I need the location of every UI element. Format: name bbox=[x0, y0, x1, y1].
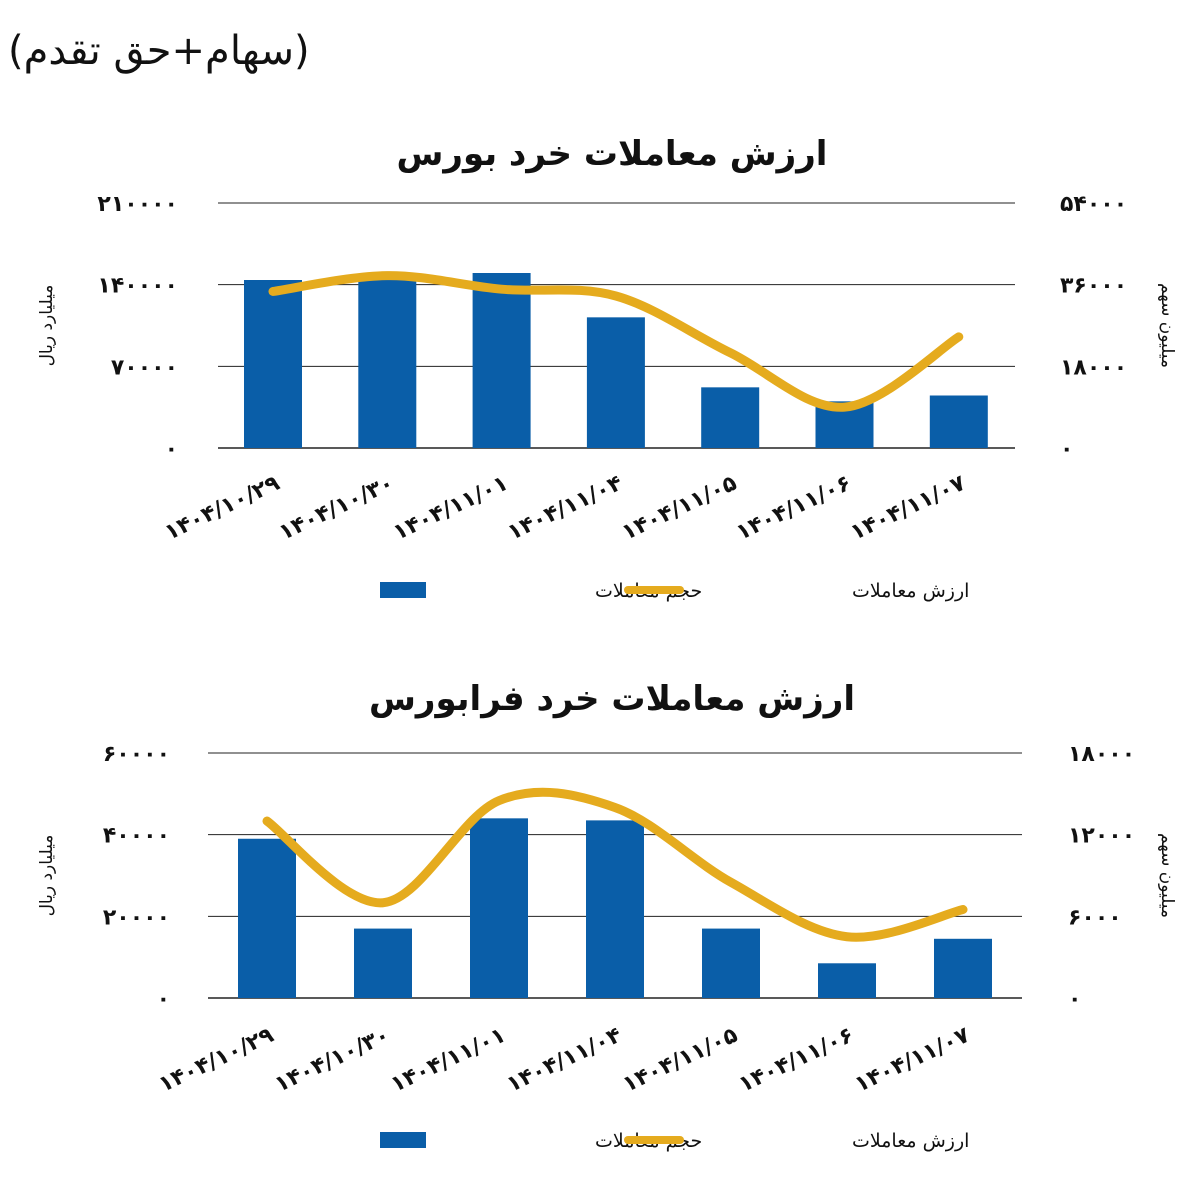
right-tick-label: ۳۶۰۰۰ bbox=[1060, 274, 1127, 299]
bar bbox=[586, 317, 645, 448]
right-tick-label: ۰ bbox=[1068, 987, 1081, 1012]
bar bbox=[701, 387, 760, 448]
left-tick-label: ۲۱۰۰۰۰ bbox=[97, 192, 178, 217]
right-tick-label: ۱۲۰۰۰ bbox=[1068, 824, 1135, 849]
legend-label-line: ارزش معاملات bbox=[852, 580, 969, 602]
category-label: ۱۴۰۴/۱۱/۰۴ bbox=[503, 1023, 625, 1098]
left-tick-label: ۰ bbox=[165, 437, 178, 462]
left-tick-label: ۰ bbox=[157, 987, 170, 1012]
chart-title: ارزش معاملات خرد بورس bbox=[397, 134, 828, 174]
page-subtitle: (سهام+حق تقدم) bbox=[8, 28, 310, 74]
right-axis-title: میلیون سهم bbox=[1157, 833, 1177, 918]
bar bbox=[238, 838, 296, 998]
bar bbox=[358, 280, 417, 448]
category-label: ۱۴۰۴/۱۱/۰۵ bbox=[619, 1023, 741, 1098]
left-tick-label: ۷۰۰۰۰ bbox=[111, 355, 178, 380]
legend-label-line: ارزش معاملات bbox=[852, 1130, 969, 1152]
bar bbox=[354, 928, 412, 998]
legend-swatch-bar bbox=[380, 1132, 426, 1148]
legend-swatch-bar bbox=[380, 582, 426, 598]
right-axis-title: میلیون سهم bbox=[1157, 283, 1177, 368]
category-label: ۱۴۰۴/۱۱/۰۱ bbox=[387, 1023, 509, 1098]
left-tick-label: ۱۴۰۰۰۰ bbox=[97, 274, 178, 299]
bar bbox=[702, 928, 760, 998]
chart-bourse: ارزش معاملات خرد بورس ۰ ۷۰۰۰۰ ۱۴۰۰۰۰ ۲۱۰۰۰۰ ۰… bbox=[37, 134, 1177, 602]
category-label: ۱۴۰۴/۱۱/۰۷ bbox=[851, 1023, 974, 1098]
left-axis-title: میلیارد ریال bbox=[37, 285, 57, 367]
bar bbox=[472, 273, 531, 448]
right-tick-label: ۱۸۰۰۰ bbox=[1060, 355, 1127, 380]
right-tick-label: ۱۸۰۰۰ bbox=[1068, 742, 1135, 767]
bar bbox=[586, 820, 644, 998]
left-tick-label: ۴۰۰۰۰ bbox=[103, 824, 170, 849]
chart-title: ارزش معاملات خرد فرابورس bbox=[369, 679, 855, 719]
bar bbox=[929, 395, 988, 448]
left-tick-label: ۶۰۰۰۰ bbox=[103, 742, 170, 767]
left-axis-title: میلیارد ریال bbox=[37, 835, 57, 917]
bar bbox=[818, 963, 876, 998]
right-tick-label: ۰ bbox=[1060, 437, 1073, 462]
category-label: ۱۴۰۴/۱۱/۰۶ bbox=[735, 1023, 857, 1098]
right-tick-label: ۵۴۰۰۰ bbox=[1060, 192, 1127, 217]
right-tick-label: ۶۰۰۰ bbox=[1068, 905, 1122, 930]
bar bbox=[934, 938, 992, 998]
category-label: ۱۴۰۴/۱۰/۳۰ bbox=[271, 1023, 393, 1098]
bar bbox=[244, 280, 302, 448]
bar bbox=[470, 818, 528, 998]
category-label: ۱۴۰۴/۱۰/۲۹ bbox=[155, 1023, 277, 1098]
left-tick-label: ۲۰۰۰۰ bbox=[103, 905, 170, 930]
